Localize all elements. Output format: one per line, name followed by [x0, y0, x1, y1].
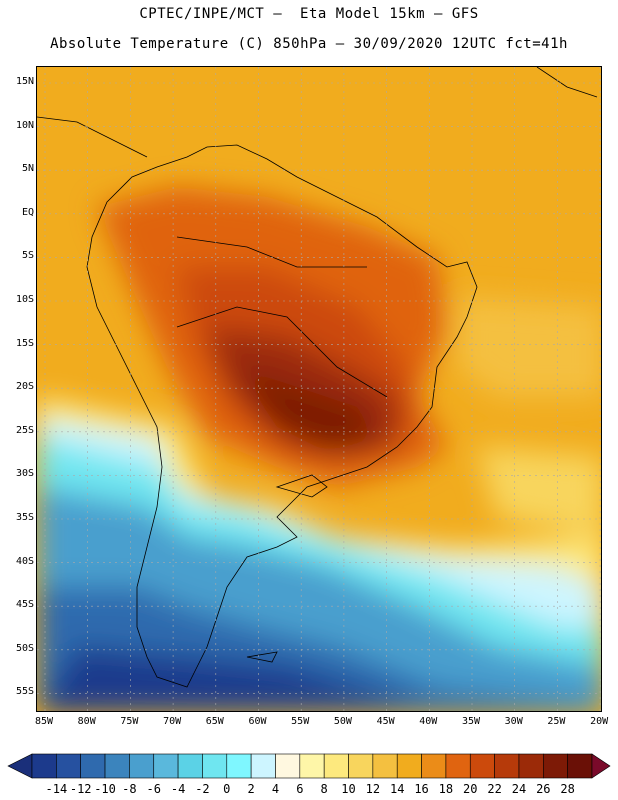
- lat-label: 55S: [15, 686, 34, 698]
- colorbar-swatch: [202, 753, 228, 779]
- colorbar-max-arrow: [591, 753, 611, 779]
- colorbar-tick-label: -14: [45, 782, 68, 796]
- colorbar-tick-label: 18: [438, 782, 454, 796]
- colorbar-tick-label: -6: [146, 782, 161, 796]
- colorbar-tick-label: 22: [487, 782, 502, 796]
- colorbar-tick-label: 4: [271, 782, 280, 796]
- lon-label: 65W: [205, 716, 224, 727]
- colorbar-swatch: [543, 753, 568, 779]
- colorbar-swatch: [348, 753, 374, 779]
- map-gridlines: [37, 67, 601, 711]
- title-line-1: CPTEC/INPE/MCT – Eta Model 15km – GFS: [139, 6, 479, 22]
- colorbar-swatch: [396, 753, 422, 779]
- lat-label: 35S: [15, 512, 34, 523]
- lon-label: 20W: [590, 716, 609, 727]
- colorbar-tick-label: 24: [511, 782, 527, 796]
- lon-label: 55W: [291, 716, 310, 727]
- colorbar-swatch: [567, 753, 593, 779]
- lat-label: 10N: [15, 119, 34, 131]
- colorbar-swatch: [31, 753, 57, 779]
- lon-label: 45W: [376, 716, 395, 727]
- colorbar-swatch: [104, 753, 130, 779]
- lon-label: 85W: [34, 716, 54, 727]
- temperature-map: [36, 66, 602, 712]
- lon-label: 70W: [163, 716, 182, 727]
- colorbar-swatch: [226, 753, 252, 779]
- lat-label: 20S: [15, 381, 34, 393]
- colorbar-swatch: [250, 753, 276, 779]
- lon-label: 25W: [547, 716, 566, 727]
- lat-label: 25S: [15, 424, 34, 436]
- temperature-colorbar: [7, 753, 611, 779]
- lat-label: 40S: [15, 555, 34, 567]
- colorbar-tick-label: -12: [69, 782, 92, 796]
- colorbar-swatch: [421, 753, 447, 779]
- colorbar-swatch: [129, 753, 155, 779]
- colorbar-tick-label: 20: [463, 782, 478, 796]
- colorbar-tick-label: 2: [247, 782, 255, 796]
- lon-label: 30W: [504, 716, 523, 727]
- lon-label: 40W: [419, 716, 438, 727]
- colorbar-min-arrow: [7, 753, 33, 779]
- colorbar-swatch: [177, 753, 203, 779]
- colorbar-swatch: [323, 753, 349, 779]
- lat-label: 5S: [21, 250, 34, 262]
- lat-label: 5N: [21, 163, 34, 175]
- colorbar-swatch: [445, 753, 471, 779]
- coastline-outline: [37, 67, 598, 688]
- lat-label: 45S: [15, 599, 34, 611]
- colorbar-tick-label: -10: [94, 782, 116, 796]
- colorbar-tick-label: 0: [223, 782, 231, 796]
- lon-label: 75W: [120, 716, 139, 727]
- title-line-2: Absolute Temperature (C) 850hPa – 30/09/…: [50, 36, 568, 52]
- lat-label: 50S: [15, 642, 34, 654]
- lat-label: 30S: [15, 468, 34, 480]
- lat-label: 15S: [15, 337, 34, 349]
- colorbar-tick-label: -8: [122, 782, 137, 796]
- colorbar-tick-label: 16: [414, 782, 429, 796]
- colorbar-tick-label: 14: [389, 782, 405, 796]
- colorbar-swatch: [372, 753, 398, 779]
- colorbar-tick-label: -4: [170, 782, 186, 796]
- colorbar-tick-label: 28: [560, 782, 575, 796]
- colorbar-swatch: [275, 753, 301, 779]
- colorbar-tick-label: -2: [195, 782, 210, 796]
- colorbar-swatch: [299, 753, 325, 779]
- colorbar-swatch: [469, 753, 495, 779]
- colorbar-swatch: [56, 753, 81, 779]
- lon-label: 60W: [248, 716, 267, 727]
- lat-label: EQ: [21, 206, 34, 218]
- temperature-field: [37, 187, 601, 711]
- colorbar-tick-label: 10: [341, 782, 356, 796]
- lon-label: 50W: [333, 716, 352, 727]
- colorbar-swatch: [518, 753, 544, 779]
- colorbar-swatch: [80, 753, 106, 779]
- colorbar-tick-label: 8: [320, 782, 328, 796]
- lat-label: 15N: [15, 76, 34, 87]
- colorbar-swatch: [494, 753, 520, 779]
- colorbar-tick-label: 26: [536, 782, 551, 796]
- lon-label: 80W: [77, 716, 96, 727]
- colorbar-swatch: [153, 753, 179, 779]
- colorbar-tick-label: 6: [296, 782, 304, 796]
- colorbar-tick-label: 12: [365, 782, 381, 796]
- map-canvas: [37, 67, 601, 711]
- lon-label: 35W: [461, 716, 481, 727]
- lat-label: 10S: [15, 294, 34, 305]
